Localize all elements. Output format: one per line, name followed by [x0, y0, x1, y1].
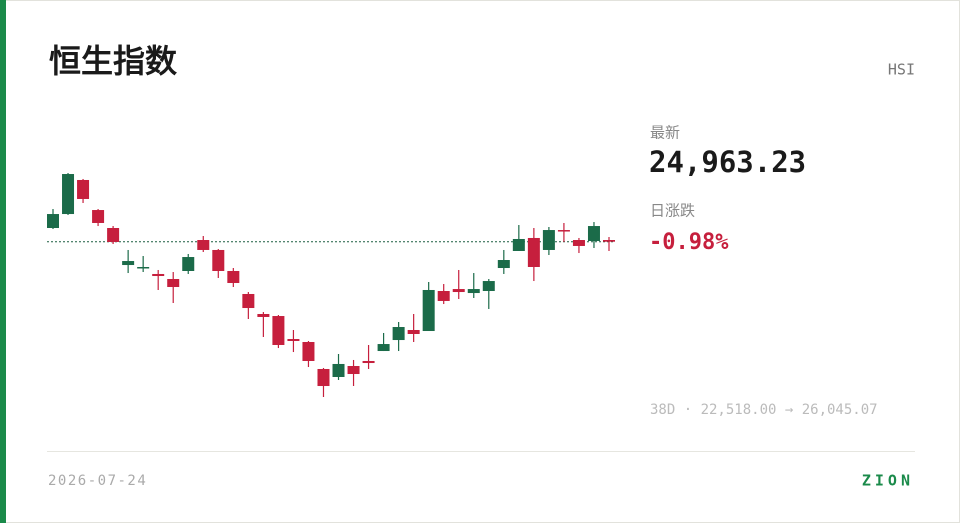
date: 2026-07-24 [48, 473, 147, 489]
candle-body [62, 174, 75, 215]
plot [47, 173, 615, 397]
candle-body [77, 179, 90, 199]
candle-body [603, 240, 615, 242]
candle-body [467, 289, 480, 294]
range-label: 38D · 22,518.00 → 26,045.07 [650, 402, 878, 418]
candle-body [227, 270, 240, 284]
candle-body [317, 368, 330, 387]
candle-body [587, 226, 600, 242]
candle-body [437, 291, 450, 301]
candle-body [377, 344, 390, 352]
candle-body [137, 266, 150, 269]
last-price: 24,963.23 [649, 145, 806, 179]
brand: ZION [862, 472, 914, 490]
candle-body [392, 327, 405, 341]
candle-body [557, 230, 570, 232]
candle-body [107, 228, 120, 242]
candle-body [242, 293, 255, 309]
title: 恒生指数 [49, 42, 178, 80]
candle-body [182, 257, 195, 271]
candle-body [287, 339, 300, 341]
candle-body [92, 210, 105, 223]
last-caption: 最新 [650, 124, 680, 142]
candle-body [527, 237, 540, 267]
candle-body [47, 214, 59, 229]
candle-body [197, 240, 210, 250]
candle-body [257, 313, 270, 317]
change: -0.98% [649, 230, 729, 255]
candle-body [347, 366, 360, 375]
candle-body [152, 273, 165, 277]
candle-body [497, 260, 510, 269]
candle-body [542, 230, 555, 250]
change-caption: 日涨跌 [650, 202, 695, 220]
candle-body [452, 289, 465, 293]
candle-body [332, 363, 345, 377]
candle-body [212, 249, 225, 271]
candle-body [422, 289, 435, 332]
candle-body [167, 279, 180, 288]
candle-body [272, 316, 285, 345]
candle-body [407, 329, 420, 334]
symbol: HSI [888, 61, 915, 79]
candle-body [122, 261, 135, 266]
candle-body [482, 281, 495, 292]
accent-bar [0, 0, 6, 523]
candle-body [302, 342, 315, 361]
candle-body [362, 360, 375, 364]
candle-body [572, 240, 585, 246]
candle-body [512, 238, 525, 251]
